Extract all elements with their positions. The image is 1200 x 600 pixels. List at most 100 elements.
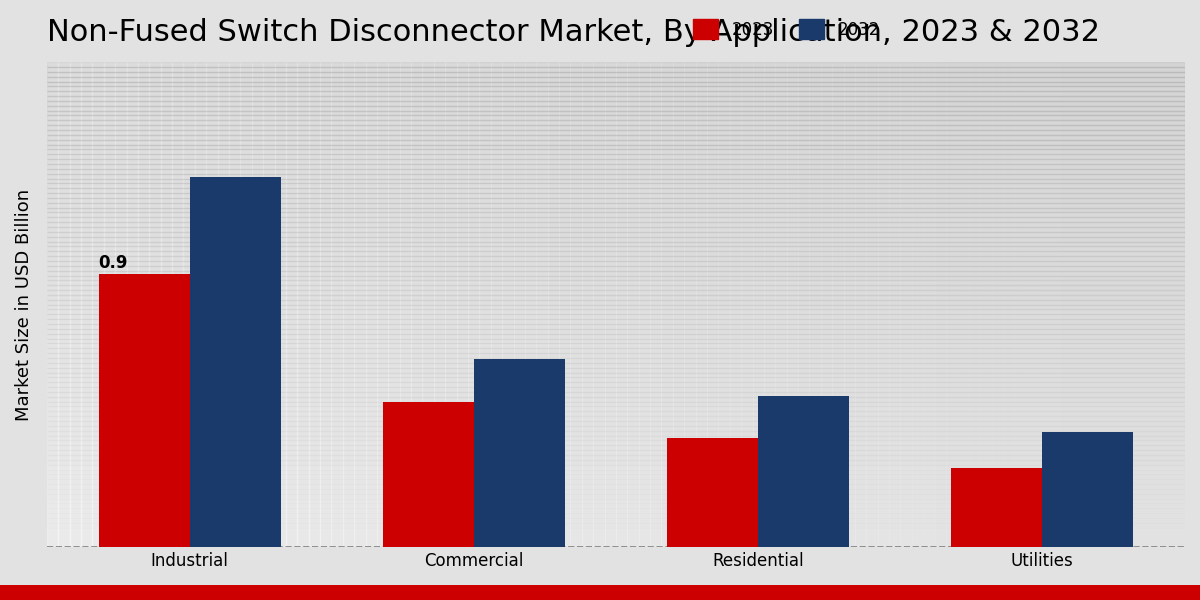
Bar [47, 450, 1186, 455]
Bar [47, 149, 1186, 154]
Bar [47, 455, 1186, 460]
Bar [514, 62, 524, 547]
Bar [1014, 62, 1026, 547]
Bar [47, 542, 1186, 547]
Legend: 2023, 2032: 2023, 2032 [686, 12, 887, 46]
Bar [570, 62, 582, 547]
Bar [1049, 62, 1060, 547]
Bar [47, 67, 1186, 72]
Bar [263, 62, 275, 547]
Bar [758, 395, 850, 547]
Bar [59, 62, 70, 547]
Bar [47, 368, 1186, 373]
Bar [47, 387, 1186, 392]
Bar [47, 494, 1186, 499]
Bar [115, 62, 126, 547]
Bar [47, 479, 1186, 484]
Bar [638, 62, 650, 547]
Bar [47, 130, 1186, 135]
Bar [434, 62, 445, 547]
Bar [47, 140, 1186, 145]
Bar [47, 208, 1186, 212]
Bar [47, 169, 1186, 173]
Bar [47, 275, 1186, 280]
Bar [47, 247, 1186, 251]
Bar [877, 62, 889, 547]
Bar [47, 86, 1186, 91]
Bar [206, 62, 217, 547]
Bar [47, 445, 1186, 450]
Bar [331, 62, 343, 547]
Bar [229, 62, 240, 547]
Bar [474, 359, 565, 547]
Bar [764, 62, 775, 547]
Bar [47, 363, 1186, 368]
Bar [47, 62, 1186, 67]
Bar [900, 62, 912, 547]
Bar [47, 431, 1186, 436]
Bar [47, 523, 1186, 528]
Bar [138, 62, 149, 547]
Bar [217, 62, 229, 547]
Bar [47, 397, 1186, 401]
Bar [47, 261, 1186, 266]
Bar [172, 62, 184, 547]
Bar [377, 62, 389, 547]
Bar [593, 62, 605, 547]
Text: 0.9: 0.9 [98, 254, 128, 272]
Bar [536, 62, 547, 547]
Bar [47, 305, 1186, 310]
Bar [47, 251, 1186, 256]
Bar [696, 62, 707, 547]
Bar [832, 62, 844, 547]
Bar [47, 416, 1186, 421]
Bar [47, 329, 1186, 334]
Bar [752, 62, 764, 547]
Bar [275, 62, 286, 547]
Bar [47, 290, 1186, 295]
Bar [958, 62, 968, 547]
Bar [47, 271, 1186, 275]
Bar [47, 373, 1186, 377]
Bar [194, 62, 206, 547]
Bar [1060, 62, 1072, 547]
Bar [667, 438, 758, 547]
Bar [707, 62, 719, 547]
Bar [47, 212, 1186, 217]
Bar [1140, 62, 1151, 547]
Bar [47, 188, 1186, 193]
Bar [98, 274, 190, 547]
Bar [47, 377, 1186, 382]
Bar [47, 508, 1186, 513]
Bar [47, 285, 1186, 290]
Bar [742, 62, 752, 547]
Bar [787, 62, 798, 547]
Bar [240, 62, 252, 547]
Bar [650, 62, 661, 547]
Bar [126, 62, 138, 547]
Bar [47, 484, 1186, 489]
Bar [47, 242, 1186, 247]
Bar [798, 62, 810, 547]
Bar [47, 348, 1186, 353]
Bar [47, 193, 1186, 198]
Bar [47, 237, 1186, 242]
Bar [47, 343, 1186, 348]
Bar [1043, 432, 1133, 547]
Bar [1117, 62, 1128, 547]
Bar [47, 164, 1186, 169]
Bar [47, 266, 1186, 271]
Bar [47, 392, 1186, 397]
Bar [673, 62, 684, 547]
Bar [821, 62, 832, 547]
Bar [47, 82, 1186, 86]
Bar [320, 62, 331, 547]
Bar [1037, 62, 1049, 547]
Bar [479, 62, 491, 547]
Bar [47, 145, 1186, 149]
Bar [684, 62, 696, 547]
Bar [286, 62, 298, 547]
Bar [47, 77, 1186, 82]
Bar [383, 401, 474, 547]
Bar [389, 62, 400, 547]
